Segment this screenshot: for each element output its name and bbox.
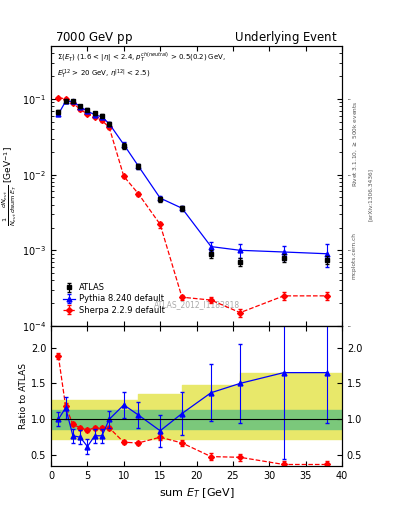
Title: 7000 GeV pp$\quad\quad\quad\quad\quad\quad\quad\quad\quad$Underlying Event: 7000 GeV pp$\quad\quad\quad\quad\quad\qu… [55, 29, 338, 46]
Y-axis label: $\frac{1}{N_{evt}}\frac{d N_{evt}}{d\mathrm{sum}\ E_T}$ [GeV$^{-1}$]: $\frac{1}{N_{evt}}\frac{d N_{evt}}{d\mat… [0, 146, 19, 226]
Text: mcplots.cern.ch: mcplots.cern.ch [352, 232, 357, 280]
X-axis label: sum $E_T$ [GeV]: sum $E_T$ [GeV] [159, 486, 234, 500]
Text: $\Sigma(E_T)$ (1.6 < |$\eta$| < 2.4, $p_T^{ch(neutral)}$ > 0.5(0.2) GeV,
$E_T^{l: $\Sigma(E_T)$ (1.6 < |$\eta$| < 2.4, $p_… [57, 50, 226, 81]
Text: ATLAS_2012_I1183818: ATLAS_2012_I1183818 [153, 300, 240, 309]
Y-axis label: Ratio to ATLAS: Ratio to ATLAS [19, 363, 28, 429]
Text: [arXiv:1306.3436]: [arXiv:1306.3436] [367, 168, 373, 221]
Legend: ATLAS, Pythia 8.240 default, Sherpa 2.2.9 default: ATLAS, Pythia 8.240 default, Sherpa 2.2.… [61, 282, 166, 316]
Text: Rivet 3.1.10, $\geq$ 500k events: Rivet 3.1.10, $\geq$ 500k events [352, 100, 359, 186]
